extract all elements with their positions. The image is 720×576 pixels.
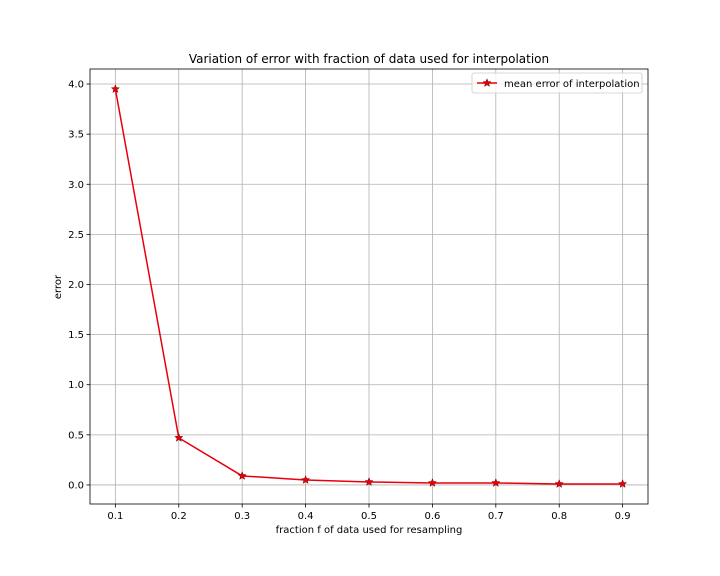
plot-frame — [89, 68, 649, 505]
y-tick-label: 3.5 — [68, 130, 84, 141]
x-tick-label: 0.6 — [424, 511, 440, 522]
data-point-marker — [237, 471, 247, 480]
x-axis-ticks: 0.1 0.2 0.3 0.4 0.5 0.6 0.7 0.8 0.9 — [107, 504, 631, 522]
data-point-marker — [617, 479, 628, 488]
y-axis-label: error — [53, 274, 64, 299]
x-tick-label: 0.7 — [488, 511, 504, 522]
x-tick-label: 0.3 — [234, 511, 250, 522]
data-point-marker — [427, 478, 438, 487]
data-point-marker — [110, 84, 121, 94]
y-tick-label: 0.5 — [68, 430, 84, 441]
x-tick-label: 0.1 — [107, 511, 123, 522]
y-tick-label: 4.0 — [68, 80, 84, 91]
chart-title: Variation of error with fraction of data… — [189, 52, 549, 66]
y-tick-label: 0.0 — [68, 480, 84, 491]
x-tick-label: 0.8 — [551, 511, 567, 522]
x-tick-label: 0.4 — [298, 511, 314, 522]
legend-frame — [471, 72, 643, 94]
y-tick-label: 2.5 — [68, 230, 84, 241]
y-axis-ticks: 0.0 0.5 1.0 1.5 2.0 2.5 3.0 3.5 4.0 — [68, 80, 90, 491]
data-point-marker — [174, 432, 184, 442]
x-tick-label: 0.9 — [615, 511, 631, 522]
grid — [90, 69, 648, 504]
data-point-marker — [554, 479, 564, 488]
data-point-marker — [300, 475, 311, 484]
series-layer — [110, 84, 628, 488]
data-point-marker — [491, 478, 501, 487]
legend-star-marker — [482, 78, 492, 87]
legend-label: mean error of interpolation — [504, 79, 640, 90]
y-tick-label: 2.0 — [68, 280, 84, 291]
x-tick-label: 0.2 — [171, 511, 187, 522]
y-tick-label: 1.5 — [68, 330, 84, 341]
data-point-marker — [364, 477, 374, 486]
y-tick-label: 1.0 — [68, 380, 84, 391]
x-axis-label: fraction f of data used for resampling — [276, 525, 463, 536]
y-tick-label: 3.0 — [68, 180, 84, 191]
legend: mean error of interpolation — [471, 72, 643, 94]
x-tick-label: 0.5 — [361, 511, 377, 522]
